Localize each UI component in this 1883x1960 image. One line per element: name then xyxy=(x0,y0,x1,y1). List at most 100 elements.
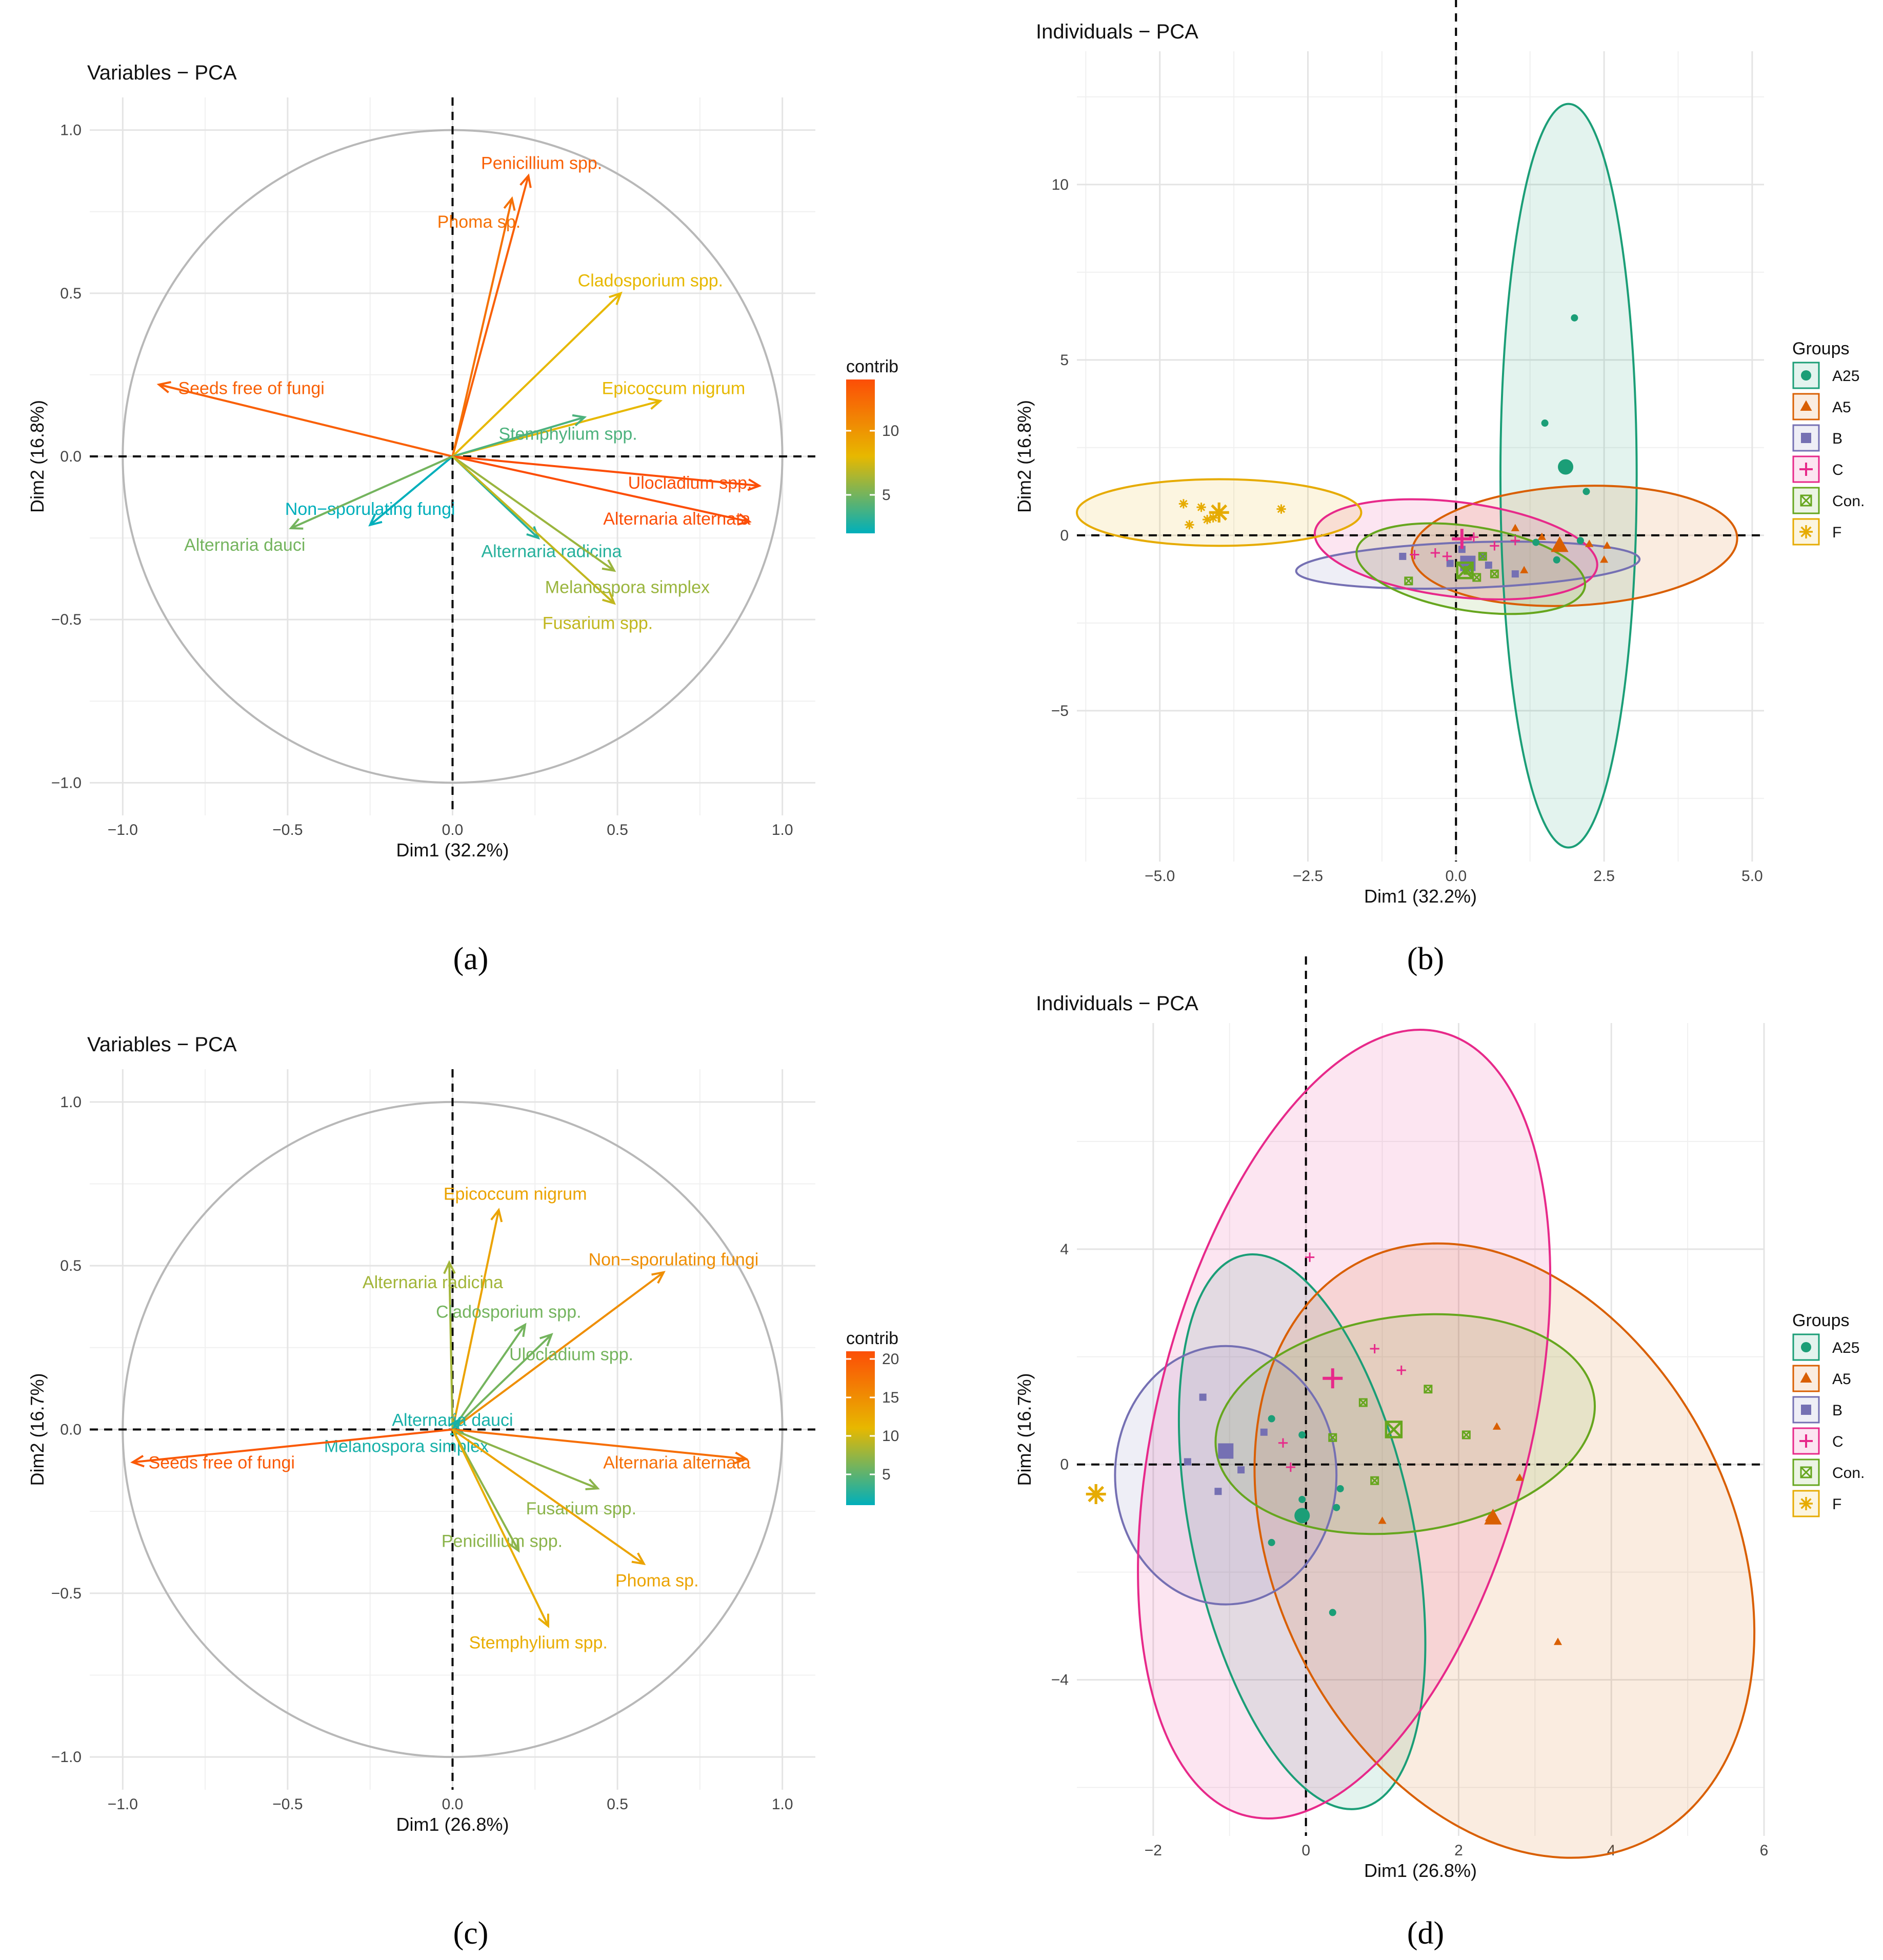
d-legend-label-con: Con. xyxy=(1832,1465,1865,1482)
a-arrow-melanospora-simplex xyxy=(452,455,616,572)
d-ellipse-a5 xyxy=(1253,1242,1756,1859)
a-y-tick-label: 0.0 xyxy=(60,448,82,465)
b-point-a25 xyxy=(1532,538,1540,546)
c-y-axis-title: Dim2 (16.7%) xyxy=(27,1373,48,1486)
b-y-tick-label: −5 xyxy=(1051,703,1069,719)
b-grid xyxy=(1077,51,1764,862)
b-point-c xyxy=(1510,536,1520,546)
c-arrow-alternaria-radicina xyxy=(443,1260,456,1430)
d-point-b xyxy=(1199,1393,1207,1401)
b-x-tick-label: −2.5 xyxy=(1293,868,1323,885)
a-variable-label-phoma-sp: Phoma sp. xyxy=(437,212,521,232)
d-centroid-b xyxy=(1218,1443,1234,1459)
a-arrow-penicillium-spp xyxy=(451,173,532,457)
b-ellipse-fill-a25 xyxy=(1500,104,1637,848)
c-legend-title: contrib xyxy=(846,1329,898,1348)
b-point-f xyxy=(1196,503,1206,512)
c-variable-label-alternaria-radicina: Alternaria radicina xyxy=(363,1273,503,1292)
d-legend-label-a5: A5 xyxy=(1832,1371,1851,1388)
a-y-tick-label: 1.0 xyxy=(60,122,82,139)
c-arrow-line-ulocladium-spp xyxy=(452,1333,552,1430)
b-x-tick-label: 2.5 xyxy=(1593,868,1615,885)
c-variable-label-ulocladium-spp: Ulocladium spp. xyxy=(509,1345,633,1365)
d-legend-key-con xyxy=(1792,1458,1820,1486)
d-points-c xyxy=(1278,1252,1406,1472)
b-legend-label-a25: A25 xyxy=(1832,368,1859,385)
b-centroid-a25 xyxy=(1558,459,1574,475)
b-points-a5 xyxy=(1511,524,1611,573)
c-arrow-head-stemphylium-spp xyxy=(537,1613,550,1628)
b-legend-marker-con xyxy=(1800,494,1812,507)
c-arrow-penicillium-spp xyxy=(451,1429,520,1553)
d-point-c xyxy=(1278,1438,1288,1448)
a-variable-label-seeds-free-of-fungi: Seeds free of fungi xyxy=(178,378,324,398)
c-arrow-head-non-sporulating-fungi xyxy=(651,1271,666,1284)
c-arrow-line-alternaria-radicina xyxy=(448,1262,454,1430)
d-point-a25 xyxy=(1298,1495,1306,1503)
d-y-tick-label: 0 xyxy=(1060,1456,1069,1473)
a-arrow-head-stemphylium-spp xyxy=(572,414,587,427)
d-point-a25 xyxy=(1329,1609,1336,1616)
b-point-f xyxy=(1203,515,1212,525)
b-legend-marker-a5 xyxy=(1800,400,1812,411)
b-point-c xyxy=(1442,551,1452,562)
b-points-con xyxy=(1404,552,1499,586)
a-arrow-line-phoma-sp xyxy=(451,198,513,457)
c-legend-colorbar xyxy=(846,1351,875,1505)
b-point-a5 xyxy=(1585,539,1594,547)
d-legend-marker-f xyxy=(1799,1497,1813,1510)
panel-label-a: (a) xyxy=(453,942,489,976)
a-arrow-line-ulocladium-spp xyxy=(452,455,759,487)
d-legend-marker-c xyxy=(1799,1434,1813,1448)
d-point-a25 xyxy=(1268,1415,1275,1423)
a-arrow-line-alternaria-dauci xyxy=(290,455,453,529)
a-arrow-fusarium-spp xyxy=(452,455,616,605)
a-variable-label-melanospora-simplex: Melanospora simplex xyxy=(545,578,710,597)
b-point-a5 xyxy=(1511,524,1519,531)
b-points-c xyxy=(1410,529,1520,562)
b-legend-label-a5: A5 xyxy=(1832,399,1851,416)
c-x-tick-label: −0.5 xyxy=(272,1796,303,1813)
b-legend-label-c: C xyxy=(1832,462,1844,478)
b-legend-item-a25: A25 xyxy=(1792,362,1859,389)
d-point-con xyxy=(1424,1385,1433,1394)
c-arrow-line-stemphylium-spp xyxy=(451,1429,549,1627)
b-point-b xyxy=(1399,552,1407,560)
d-x-tick-label: 2 xyxy=(1454,1842,1463,1859)
d-point-c xyxy=(1370,1344,1379,1354)
panel-b-individuals-pca: −5.0 −2.5 0.0 2.5 5.0 −5 0 5 10 Dim1 (32.2%) Dim2 … xyxy=(1014,0,1865,907)
b-point-con xyxy=(1404,576,1413,586)
d-legend-marker-a5 xyxy=(1800,1372,1812,1383)
b-y-tick-label: 0 xyxy=(1060,527,1069,544)
c-arrow-line-alternaria-alternata xyxy=(452,1428,747,1460)
d-point-a5 xyxy=(1492,1422,1501,1430)
b-point-f xyxy=(1178,499,1189,509)
c-variable-label-cladosporium-spp: Cladosporium spp. xyxy=(436,1303,581,1322)
d-ellipse-c xyxy=(1137,1029,1552,1819)
b-point-f xyxy=(1185,520,1194,530)
c-variable-label-non-sporulating-fungi: Non−sporulating fungi xyxy=(589,1250,759,1269)
c-arrow-alternaria-alternata xyxy=(452,1428,749,1465)
b-legend-marker-f xyxy=(1799,525,1813,538)
b-legend-title: Groups xyxy=(1792,339,1850,358)
a-arrow-line-seeds-free-of-fungi xyxy=(158,384,453,457)
a-arrow-head-alternaria-dauci xyxy=(289,518,304,530)
b-point-con xyxy=(1490,569,1499,578)
a-arrow-head-seeds-free-of-fungi xyxy=(156,381,171,393)
b-point-a5 xyxy=(1537,532,1546,540)
b-legend-item-f: F xyxy=(1792,518,1841,546)
c-y-tick-label: −1.0 xyxy=(51,1749,82,1766)
b-legend-item-c: C xyxy=(1792,455,1844,483)
a-arrow-line-alternaria-alternata xyxy=(452,455,750,523)
c-variable-label-phoma-sp: Phoma sp. xyxy=(615,1571,699,1590)
c-x-tick-label: 0.5 xyxy=(607,1796,628,1813)
a-arrow-head-alternaria-alternata xyxy=(737,513,752,526)
d-x-tick-label: 6 xyxy=(1760,1842,1769,1859)
a-arrow-line-stemphylium-spp xyxy=(452,416,585,457)
d-legend-item-c: C xyxy=(1792,1427,1844,1455)
a-arrow-line-cladosporium-spp xyxy=(452,292,622,457)
c-x-axis-title: Dim1 (26.8%) xyxy=(396,1814,509,1835)
b-legend-item-con: Con. xyxy=(1792,487,1865,514)
d-legend-marker-b xyxy=(1801,1405,1811,1415)
